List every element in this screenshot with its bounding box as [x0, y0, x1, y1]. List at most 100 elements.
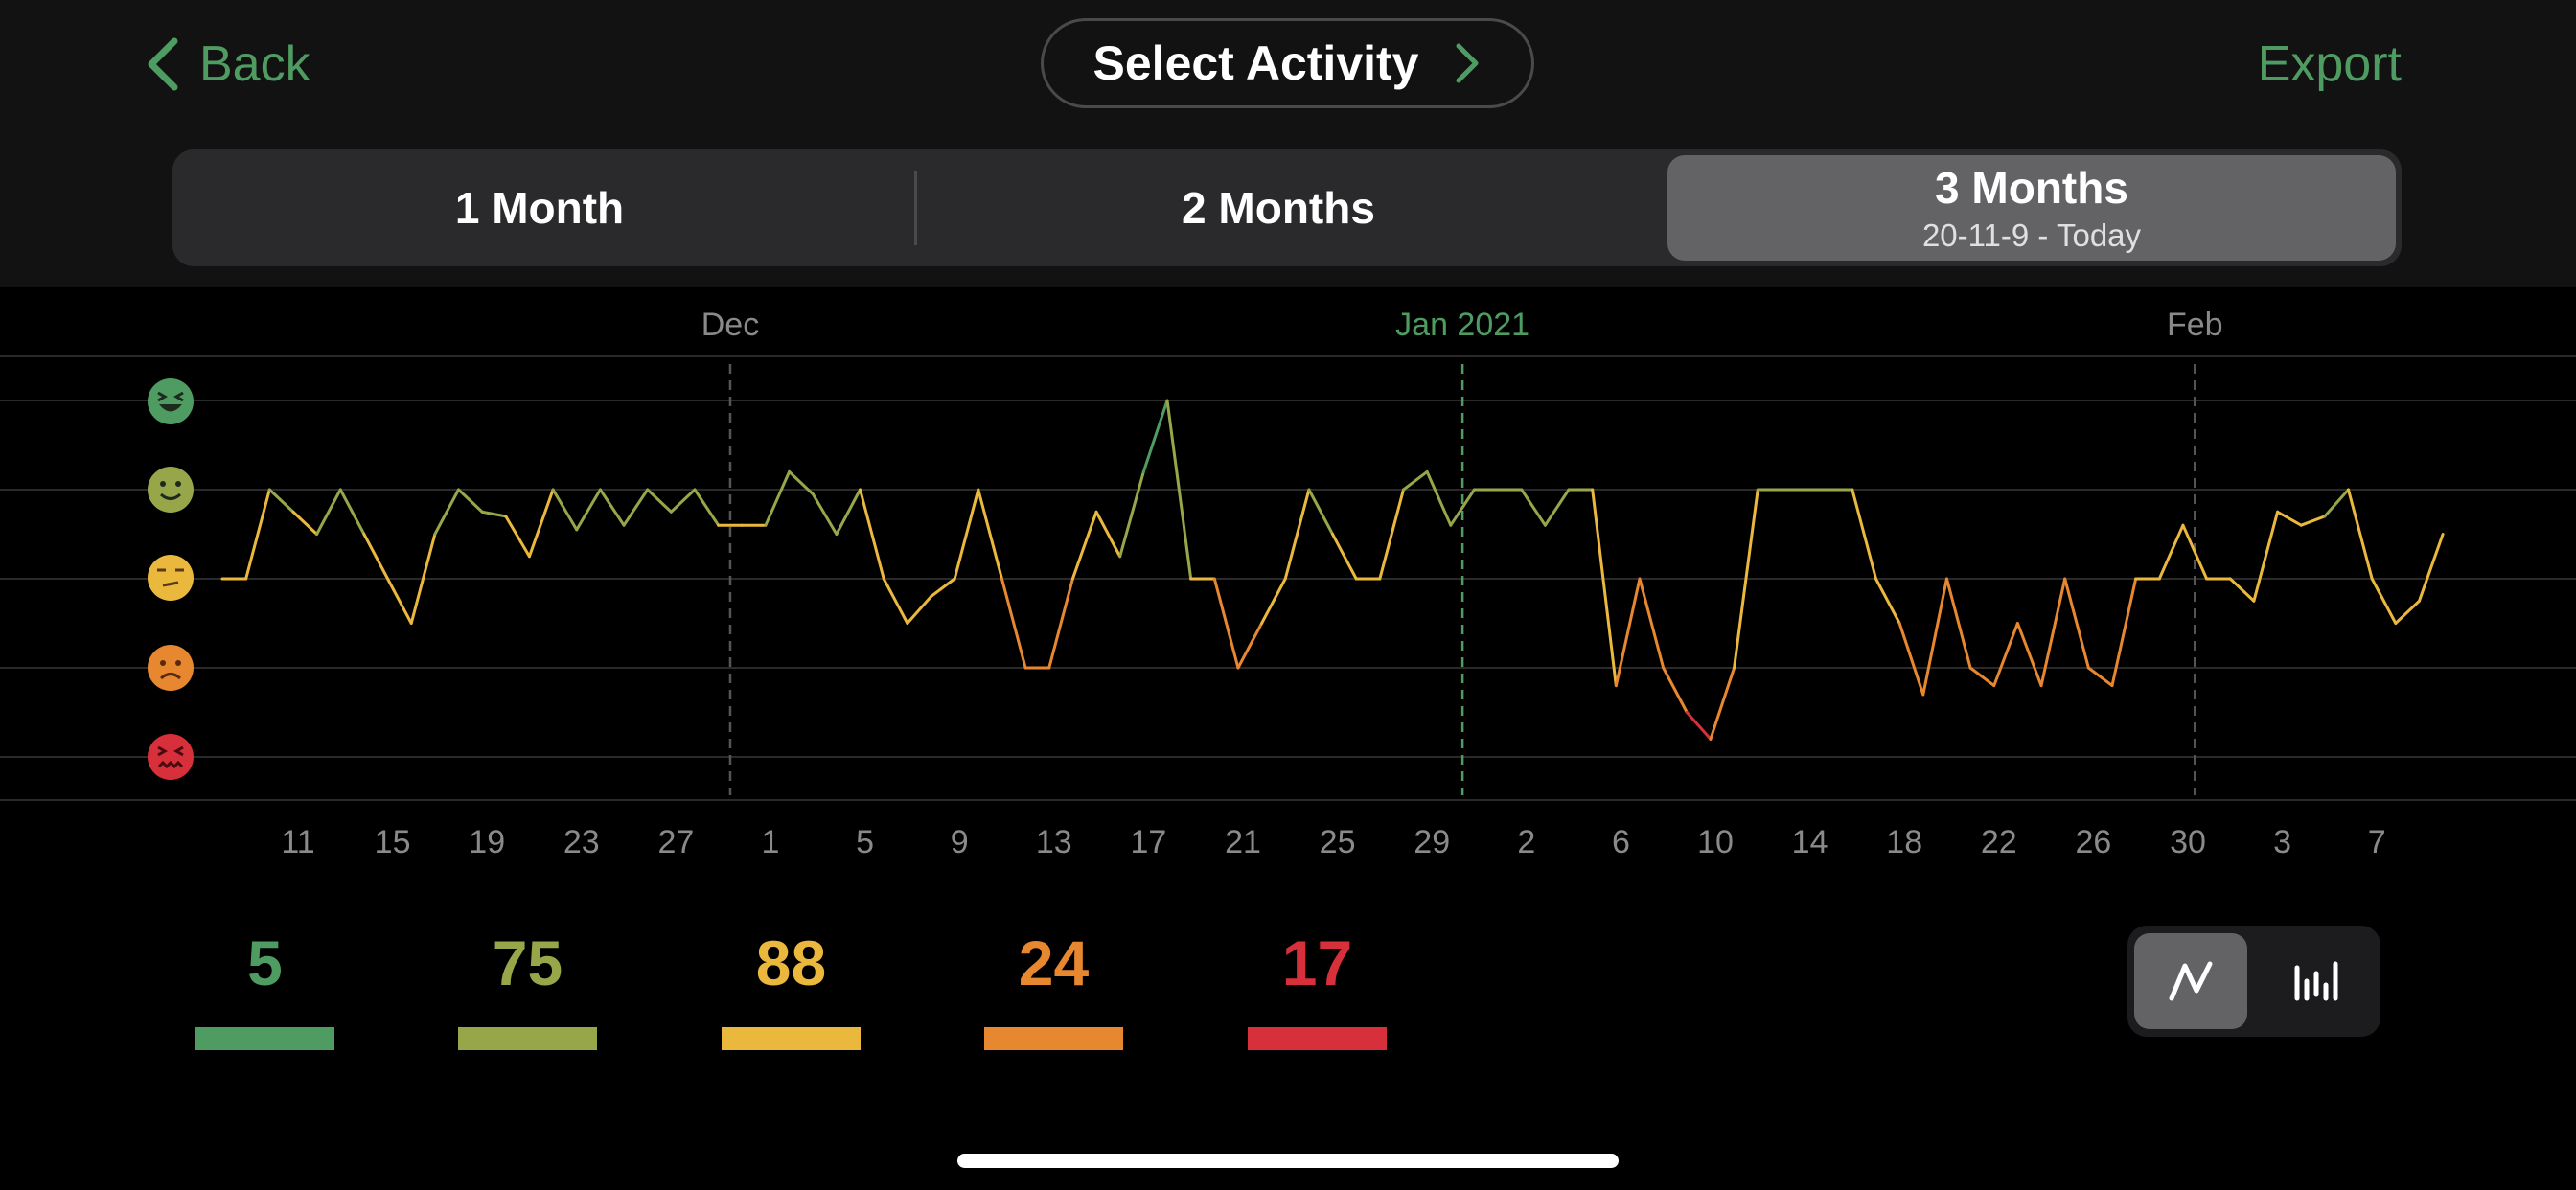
x-tick-label: 6	[1612, 824, 1630, 860]
count-value: 5	[247, 927, 283, 998]
x-tick-label: 23	[564, 824, 600, 860]
x-tick-label: 29	[1414, 824, 1450, 860]
line-segment	[906, 595, 932, 625]
count-color-bar	[1248, 1027, 1387, 1050]
line-segment	[480, 510, 508, 518]
x-tick-label: 1	[762, 824, 780, 860]
line-segment	[693, 488, 721, 527]
line-segment	[2063, 577, 2090, 670]
range-option-label: 2 Months	[1182, 183, 1375, 233]
line-segment	[2276, 510, 2303, 527]
line-segment	[1283, 488, 1311, 581]
range-option-2-months[interactable]: 2 Months	[916, 155, 1641, 261]
line-segment	[2157, 523, 2185, 581]
line-segment	[433, 488, 460, 536]
x-tick-label: 21	[1225, 824, 1261, 860]
line-segment	[598, 488, 626, 527]
sad-face-icon	[148, 645, 194, 691]
line-segment	[2228, 577, 2256, 603]
export-button[interactable]: Export	[2258, 29, 2402, 100]
line-segment	[1520, 488, 1547, 527]
angry-face-icon	[148, 734, 194, 780]
line-segment	[244, 488, 271, 581]
count-color-bar	[722, 1027, 861, 1050]
line-segment	[1709, 666, 1736, 741]
chevron-left-icon	[148, 37, 178, 91]
line-segment	[2299, 515, 2327, 527]
line-segment	[291, 510, 319, 536]
line-segment	[2347, 488, 2374, 581]
line-segment	[1307, 488, 1335, 536]
count-value: 88	[755, 927, 827, 998]
mood-axis-icons	[148, 378, 194, 780]
select-activity-label: Select Activity	[1092, 36, 1419, 90]
line-segment	[1662, 666, 1689, 714]
count-value: 75	[492, 927, 564, 998]
line-segment	[2370, 577, 2398, 625]
chevron-right-icon	[1456, 43, 1479, 83]
line-segment	[953, 488, 980, 581]
line-segment	[788, 469, 815, 496]
line-segment	[1047, 577, 1074, 670]
line-segment	[1070, 510, 1098, 581]
range-option-date-range: 20-11-9 - Today	[1921, 217, 2142, 253]
line-segment	[1591, 488, 1618, 688]
x-axis-ticks: 11 15 19 23 27 1 5 9 13 17 21 25 29 2 6 10 14 18 22 26 30 3 7	[281, 824, 2385, 860]
line-segment	[504, 515, 531, 559]
x-tick-label: 7	[2368, 824, 2386, 860]
bar-view-button[interactable]	[2260, 933, 2373, 1029]
line-segment	[1543, 488, 1571, 527]
back-label: Back	[199, 36, 310, 92]
line-segment	[1000, 577, 1027, 670]
line-segment	[1944, 577, 1972, 670]
line-segment	[2252, 510, 2280, 603]
export-label: Export	[2257, 36, 2402, 92]
line-segment	[551, 488, 579, 532]
line-segment	[1851, 488, 1877, 581]
x-tick-label: 15	[375, 824, 411, 860]
back-button[interactable]: Back	[144, 29, 310, 100]
month-marker-label: Feb	[2167, 307, 2223, 343]
line-segment	[338, 488, 366, 536]
x-tick-label: 30	[2170, 824, 2206, 860]
select-activity-button[interactable]: Select Activity	[1041, 18, 1534, 108]
x-tick-label: 9	[951, 824, 969, 860]
count-excellent: 5	[196, 920, 334, 1050]
smiling-face-icon	[148, 467, 194, 513]
x-tick-label: 10	[1697, 824, 1734, 860]
count-bad: 24	[984, 920, 1123, 1050]
mood-line-series	[220, 399, 2445, 741]
line-segment	[1402, 469, 1429, 492]
mood-count-summary: 5 75 88 24 17	[0, 920, 1533, 1054]
bar-chart-icon	[2294, 961, 2338, 1001]
line-segment	[457, 488, 484, 514]
count-color-bar	[196, 1027, 334, 1050]
x-tick-label: 13	[1036, 824, 1072, 860]
x-tick-label: 18	[1886, 824, 1922, 860]
line-segment	[1165, 399, 1193, 581]
line-segment	[1968, 666, 1996, 688]
range-option-label: 1 Month	[454, 183, 625, 233]
month-markers: Dec Jan 2021 Feb	[702, 307, 2223, 795]
month-marker-label: Jan 2021	[1395, 307, 1530, 343]
x-tick-label: 11	[281, 824, 314, 860]
x-tick-label: 14	[1792, 824, 1828, 860]
range-option-1-month[interactable]: 1 Month	[178, 155, 901, 261]
line-segment	[1638, 577, 1666, 670]
count-color-bar	[458, 1027, 597, 1050]
line-segment	[669, 488, 697, 514]
line-segment	[835, 488, 862, 536]
line-segment	[1874, 577, 1901, 625]
range-option-3-months[interactable]: 3 Months 20-11-9 - Today	[1668, 155, 2396, 261]
line-view-button[interactable]	[2134, 933, 2247, 1029]
range-option-label: 3 Months	[1935, 163, 2128, 213]
line-segment	[1449, 488, 1476, 527]
line-segment	[1614, 577, 1642, 688]
line-segment	[527, 488, 555, 559]
line-segment	[622, 488, 650, 527]
line-segment	[1898, 622, 1925, 697]
line-segment	[811, 492, 839, 536]
segment-divider	[914, 171, 917, 245]
line-segment	[1118, 469, 1145, 559]
